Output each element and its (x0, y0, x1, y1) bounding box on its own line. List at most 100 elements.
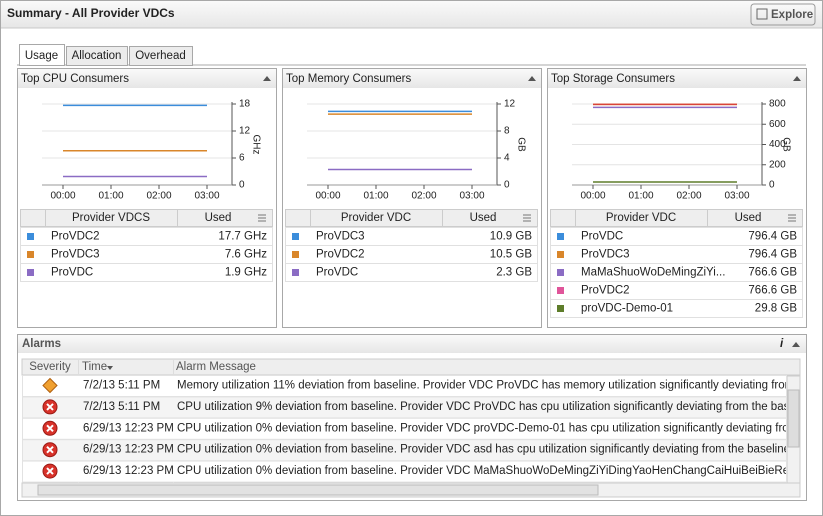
x-tick-label: 03:00 (194, 191, 219, 202)
row-used: 17.7 GHz (218, 231, 267, 243)
x-tick-label: 02:00 (676, 191, 701, 202)
tab[interactable] (66, 46, 128, 66)
panel-title: Top CPU Consumers (21, 73, 129, 85)
row-used: 29.8 GB (755, 303, 798, 315)
explore-icon (756, 8, 768, 20)
x-tick-label: 03:00 (459, 191, 484, 202)
collapse-icon[interactable] (263, 76, 271, 81)
row-name: ProVDC2 (51, 231, 100, 243)
column-menu-icon[interactable] (258, 214, 266, 222)
critical-cross (46, 445, 54, 454)
table-header (285, 209, 538, 227)
critical-cross (46, 424, 54, 433)
table-row[interactable] (550, 299, 803, 318)
y-tick-label: 0 (504, 180, 510, 191)
row-name: MaMaShuoWoDeMingZiYi... (581, 267, 725, 279)
x-tick-label: 00:00 (315, 191, 340, 202)
row-name: ProVDC3 (51, 249, 100, 261)
x-tick-label: 01:00 (628, 191, 653, 202)
legend-swatch (27, 269, 34, 276)
alarm-message: CPU utilization 0% deviation from baseli… (177, 465, 823, 477)
column-menu-icon[interactable] (788, 214, 796, 222)
row-used: 766.6 GB (748, 267, 797, 279)
tab-label[interactable]: Allocation (72, 50, 122, 62)
column-header[interactable]: Used (205, 212, 232, 224)
y-tick-label: 600 (769, 119, 786, 130)
v-scroll-thumb[interactable] (787, 389, 800, 448)
row-name: ProVDC3 (581, 249, 630, 261)
row-used: 766.6 GB (748, 285, 797, 297)
table-header (550, 209, 803, 227)
alarm-time: 6/29/13 12:23 PM (83, 444, 174, 456)
y-tick-label: 4 (504, 153, 510, 164)
alarm-time: 7/2/13 5:11 PM (83, 401, 160, 413)
row-used: 10.9 GB (490, 231, 533, 243)
tab-label[interactable]: Usage (25, 50, 58, 62)
x-tick-label: 02:00 (146, 191, 171, 202)
legend-swatch (557, 305, 564, 312)
y-tick-label: 12 (239, 126, 251, 137)
row-name: ProVDC (316, 267, 358, 279)
panel-title: Top Storage Consumers (551, 73, 675, 85)
panel-title: Top Memory Consumers (286, 73, 412, 85)
explore-label[interactable]: Explore (771, 9, 813, 21)
column-header[interactable]: Provider VDC (341, 212, 411, 224)
legend-swatch (292, 233, 299, 240)
alarm-row[interactable] (22, 460, 787, 483)
x-tick-label: 03:00 (724, 191, 749, 202)
row-used: 796.4 GB (748, 249, 797, 261)
column-header[interactable]: Provider VDC (606, 212, 676, 224)
column-header[interactable]: Used (735, 212, 762, 224)
column-header[interactable]: Time (82, 361, 107, 373)
y-tick-label: 800 (769, 99, 786, 110)
tab[interactable] (19, 44, 65, 66)
alarms-header (21, 358, 801, 376)
x-tick-label: 01:00 (98, 191, 123, 202)
alarms-title-bar (18, 335, 806, 353)
row-name: ProVDC3 (316, 231, 365, 243)
y-axis-label: GB (515, 137, 526, 152)
panel-title-bar (18, 69, 276, 88)
column-header[interactable]: Provider VDCS (72, 212, 150, 224)
alarms-title: Alarms (22, 338, 61, 350)
tab[interactable] (129, 46, 193, 66)
row-used: 10.5 GB (490, 249, 533, 261)
critical-cross (46, 467, 54, 475)
x-tick-label: 00:00 (50, 191, 75, 202)
collapse-icon[interactable] (792, 342, 800, 347)
legend-swatch (292, 269, 299, 276)
legend-swatch (557, 233, 564, 240)
alarm-time: 7/2/13 5:11 PM (83, 380, 160, 392)
tab-label[interactable]: Overhead (135, 50, 186, 62)
column-header[interactable]: Used (470, 212, 497, 224)
legend-swatch (557, 287, 564, 294)
table-row[interactable] (285, 263, 538, 282)
collapse-icon[interactable] (528, 76, 536, 81)
info-icon[interactable]: i (780, 338, 784, 350)
table-row[interactable] (20, 263, 273, 282)
y-axis-label: GB (780, 137, 791, 152)
alarm-message: CPU utilization 9% deviation from baseli… (177, 401, 817, 413)
y-tick-label: 0 (769, 180, 775, 191)
x-tick-label: 01:00 (363, 191, 388, 202)
row-used: 7.6 GHz (225, 249, 267, 261)
row-name: ProVDC (51, 267, 93, 279)
legend-swatch (27, 251, 34, 258)
legend-swatch (557, 251, 564, 258)
y-tick-label: 8 (504, 126, 510, 137)
h-scroll-thumb[interactable] (37, 484, 599, 496)
column-header[interactable]: Alarm Message (176, 361, 256, 373)
critical-cross (46, 403, 54, 411)
sort-icon (107, 366, 113, 370)
y-tick-label: 6 (239, 153, 245, 164)
row-used: 2.3 GB (496, 267, 532, 279)
x-tick-label: 00:00 (580, 191, 605, 202)
warning-icon (42, 377, 58, 394)
row-name: ProVDC (581, 231, 623, 243)
column-menu-icon[interactable] (523, 214, 531, 222)
collapse-icon[interactable] (793, 76, 801, 81)
legend-swatch (292, 251, 299, 258)
column-header[interactable]: Severity (29, 361, 71, 373)
